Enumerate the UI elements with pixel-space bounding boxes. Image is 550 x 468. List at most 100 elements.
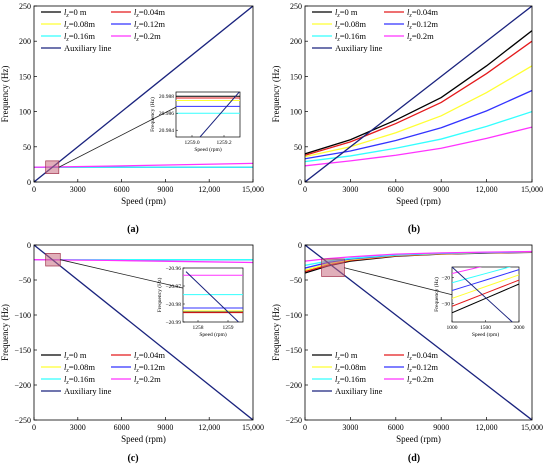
chart-panel-b: 0 3000 6000 9000 12,000 15,000 0 50 100 150 200 250… bbox=[271, 2, 543, 235]
x-tick-label: 15,000 bbox=[242, 423, 264, 432]
legend-value: =0.04m bbox=[139, 7, 166, 17]
inset-x-tick-label: 2000 bbox=[514, 325, 525, 331]
x-tick-label: 6000 bbox=[114, 423, 130, 432]
legend-label: lz=0.04m bbox=[134, 350, 165, 362]
legend-value: =0.2m bbox=[139, 31, 161, 41]
legend-subscript: z bbox=[65, 380, 69, 386]
y-tick-label: −150 bbox=[285, 346, 302, 355]
y-tick-label: −200 bbox=[14, 381, 31, 390]
x-axis-label: Speed (rpm) bbox=[121, 434, 166, 444]
inset-a: 1259.0 1259.2 20.984 20.986 20.988 Speed (rpm… bbox=[45, 91, 241, 174]
legend-subscript: z bbox=[65, 25, 69, 31]
legend-subscript: z bbox=[336, 13, 340, 19]
legend-subscript: z bbox=[135, 380, 139, 386]
legend-value: =0.16m bbox=[340, 31, 367, 41]
x-tick-label: 3000 bbox=[342, 185, 358, 194]
inset-series-group bbox=[176, 92, 240, 137]
zoom-region bbox=[45, 253, 61, 267]
legend-value: =0.08m bbox=[340, 19, 367, 29]
inset-y-tick-label: −20 bbox=[441, 275, 450, 281]
legend-value: =0.12m bbox=[412, 19, 439, 29]
series-line-5 bbox=[305, 250, 532, 262]
x-tick-label: 9000 bbox=[433, 185, 449, 194]
x-tick-label: 3000 bbox=[342, 423, 358, 432]
y-tick-label: 0 bbox=[27, 241, 31, 250]
inset-series-line-5 bbox=[452, 267, 483, 275]
y-tick-label: −150 bbox=[14, 346, 31, 355]
inset-c: 1258 1259 −20.96 −20.97 −20.98 −20.99 Speed (r… bbox=[45, 253, 244, 338]
inset-x-tick-label: 1259.2 bbox=[216, 140, 231, 146]
inset-y-tick-label: −20.97 bbox=[166, 284, 182, 290]
legend-var: l bbox=[407, 374, 410, 384]
legend-var: l bbox=[407, 19, 410, 29]
inset-y-label: Frequency (Hz) bbox=[433, 277, 440, 312]
legend-subscript: z bbox=[65, 13, 69, 19]
legend-var: l bbox=[335, 350, 338, 360]
inset-y-label: Frequency (Hz) bbox=[156, 278, 163, 313]
series-line-6 bbox=[305, 6, 532, 182]
legend-label: lz=0.08m bbox=[335, 362, 366, 374]
legend-var: l bbox=[407, 7, 410, 17]
legend-label: lz=0.04m bbox=[407, 350, 438, 362]
legend-subscript: z bbox=[408, 356, 412, 362]
plot-frame bbox=[304, 5, 533, 183]
x-tick-label: 6000 bbox=[114, 185, 130, 194]
legend-var: l bbox=[407, 362, 410, 372]
y-tick-label: −100 bbox=[14, 311, 31, 320]
legend-subscript: z bbox=[336, 356, 340, 362]
inset-series-line-4 bbox=[452, 267, 512, 284]
legend-value: =0.08m bbox=[69, 362, 96, 372]
y-axis-label: Frequency (Hz) bbox=[271, 304, 281, 361]
y-tick-label: −50 bbox=[18, 276, 31, 285]
x-axis-label: Speed (rpm) bbox=[396, 196, 441, 206]
x-tick-label: 12,000 bbox=[198, 423, 220, 432]
legend-var: l bbox=[134, 31, 137, 41]
legend-var: l bbox=[134, 374, 137, 384]
inset-y-tick-label: 20.984 bbox=[159, 128, 174, 134]
inset-x-tick-label: 1000 bbox=[447, 325, 458, 331]
legend-label: lz=0.2m bbox=[407, 31, 434, 43]
legend-label: lz=0.16m bbox=[335, 374, 366, 386]
legend-value: =0.12m bbox=[139, 362, 166, 372]
y-tick-label: 250 bbox=[290, 2, 302, 11]
legend-label: lz=0.2m bbox=[134, 31, 161, 43]
x-tick-label: 12,000 bbox=[476, 185, 498, 194]
x-tick-label: 3000 bbox=[70, 423, 86, 432]
x-tick-label: 15,000 bbox=[521, 185, 543, 194]
x-tick-label: 15,000 bbox=[521, 423, 543, 432]
panel-caption: (b) bbox=[408, 224, 420, 235]
legend-subscript: z bbox=[65, 37, 69, 43]
y-tick-label: 100 bbox=[19, 108, 31, 117]
series-line-5 bbox=[305, 126, 532, 167]
legend-label: lz=0 m bbox=[335, 7, 358, 19]
panel-caption: (a) bbox=[127, 224, 139, 235]
zoom-region bbox=[45, 160, 60, 174]
x-tick-label: 0 bbox=[32, 423, 36, 432]
legend-var: l bbox=[335, 362, 338, 372]
legend-subscript: z bbox=[135, 37, 139, 43]
legend-var: l bbox=[64, 7, 67, 17]
x-tick-label: 6000 bbox=[388, 185, 404, 194]
y-tick-label: −250 bbox=[285, 416, 302, 425]
x-tick-label: 3000 bbox=[70, 185, 86, 194]
legend-value: =0.04m bbox=[412, 350, 439, 360]
x-tick-label: 0 bbox=[303, 423, 307, 432]
inset-d: 1000 1500 2000 −20 −30 Speed (rpm) Frequency (… bbox=[321, 258, 525, 338]
legend-label: lz=0.16m bbox=[335, 31, 366, 43]
legend-subscript: z bbox=[135, 25, 139, 31]
plot-frame bbox=[33, 244, 254, 421]
legend-var: l bbox=[134, 7, 137, 17]
panel-caption: (c) bbox=[127, 453, 138, 464]
series-line-6 bbox=[34, 245, 253, 420]
legend-label: lz=0 m bbox=[64, 7, 87, 19]
legend-label: lz=0.12m bbox=[407, 362, 438, 374]
inset-frame bbox=[175, 91, 241, 138]
legend-label: lz=0.04m bbox=[134, 7, 165, 19]
inset-aux-line bbox=[199, 92, 240, 137]
legend-var: l bbox=[64, 374, 67, 384]
x-tick-label: 12,000 bbox=[198, 185, 220, 194]
y-tick-label: 150 bbox=[290, 72, 302, 81]
series-line-5 bbox=[34, 259, 253, 264]
legend-value: =0.2m bbox=[412, 374, 434, 384]
legend-var: l bbox=[134, 19, 137, 29]
